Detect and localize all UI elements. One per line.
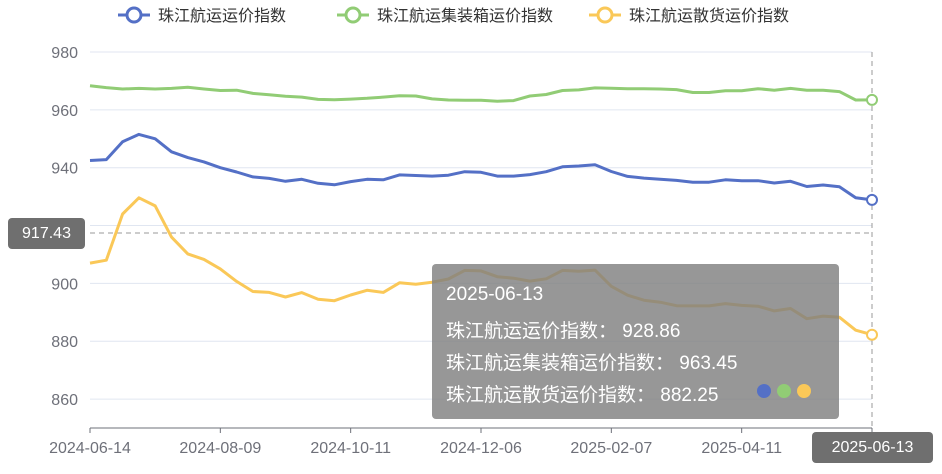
tooltip-row-freight: 珠江航运运价指数： 928.86: [446, 321, 681, 342]
tooltip: 2025-06-13 珠江航运运价指数： 928.86 珠江航运集装箱运价指数：…: [432, 264, 839, 419]
tooltip-date: 2025-06-13: [446, 284, 544, 305]
x-tick-label-3: 2024-12-06: [440, 440, 522, 457]
crosshair-y-label: 917.43: [8, 218, 85, 249]
tooltip-marker-container: [777, 384, 791, 398]
series-end-point-1[interactable]: [866, 93, 878, 106]
y-tick-label-4: 940: [51, 161, 78, 178]
y-tick-label-5: 960: [51, 103, 78, 120]
series-end-point-2[interactable]: [866, 328, 878, 341]
crosshair-x-label: 2025-06-13: [812, 432, 933, 463]
x-axis: 2024-06-14 2024-08-09 2024-10-11 2024-12-06…: [49, 427, 873, 457]
x-tick-label-4: 2025-02-07: [570, 440, 652, 457]
y-tick-label-6: 980: [51, 45, 78, 62]
tooltip-marker-freight: [757, 384, 771, 398]
legend-label-0[interactable]: 珠江航运运价指数: [158, 7, 286, 25]
y-tick-label-0: 860: [51, 392, 78, 409]
y-tick-label-1: 880: [51, 334, 78, 351]
tooltip-row-bulk: 珠江航运散货运价指数： 882.25: [446, 385, 719, 406]
x-tick-label-2: 2024-10-11: [310, 440, 391, 457]
tooltip-marker-bulk: [797, 384, 811, 398]
series-line-0[interactable]: [89, 132, 873, 202]
x-tick-label-0: 2024-06-14: [49, 440, 131, 457]
y-tick-label-2: 900: [51, 276, 78, 293]
tooltip-row-container: 珠江航运集装箱运价指数： 963.45: [446, 353, 738, 374]
x-tick-label-1: 2024-08-09: [179, 440, 261, 457]
x-tick-label-5: 2025-04-11: [701, 440, 782, 457]
tooltip-markers: [757, 382, 817, 404]
legend-marker-2[interactable]: [596, 6, 614, 24]
series-end-point-0[interactable]: [866, 193, 878, 206]
crosshair: [90, 52, 873, 428]
series-line-1[interactable]: [89, 84, 873, 103]
legend[interactable]: 珠江航运运价指数 珠江航运集装箱运价指数 珠江航运散货运价指数: [118, 6, 789, 25]
legend-marker-1[interactable]: [344, 6, 362, 24]
legend-marker-0[interactable]: [125, 6, 143, 24]
legend-label-1[interactable]: 珠江航运集装箱运价指数: [377, 7, 553, 25]
legend-label-2[interactable]: 珠江航运散货运价指数: [629, 7, 789, 25]
